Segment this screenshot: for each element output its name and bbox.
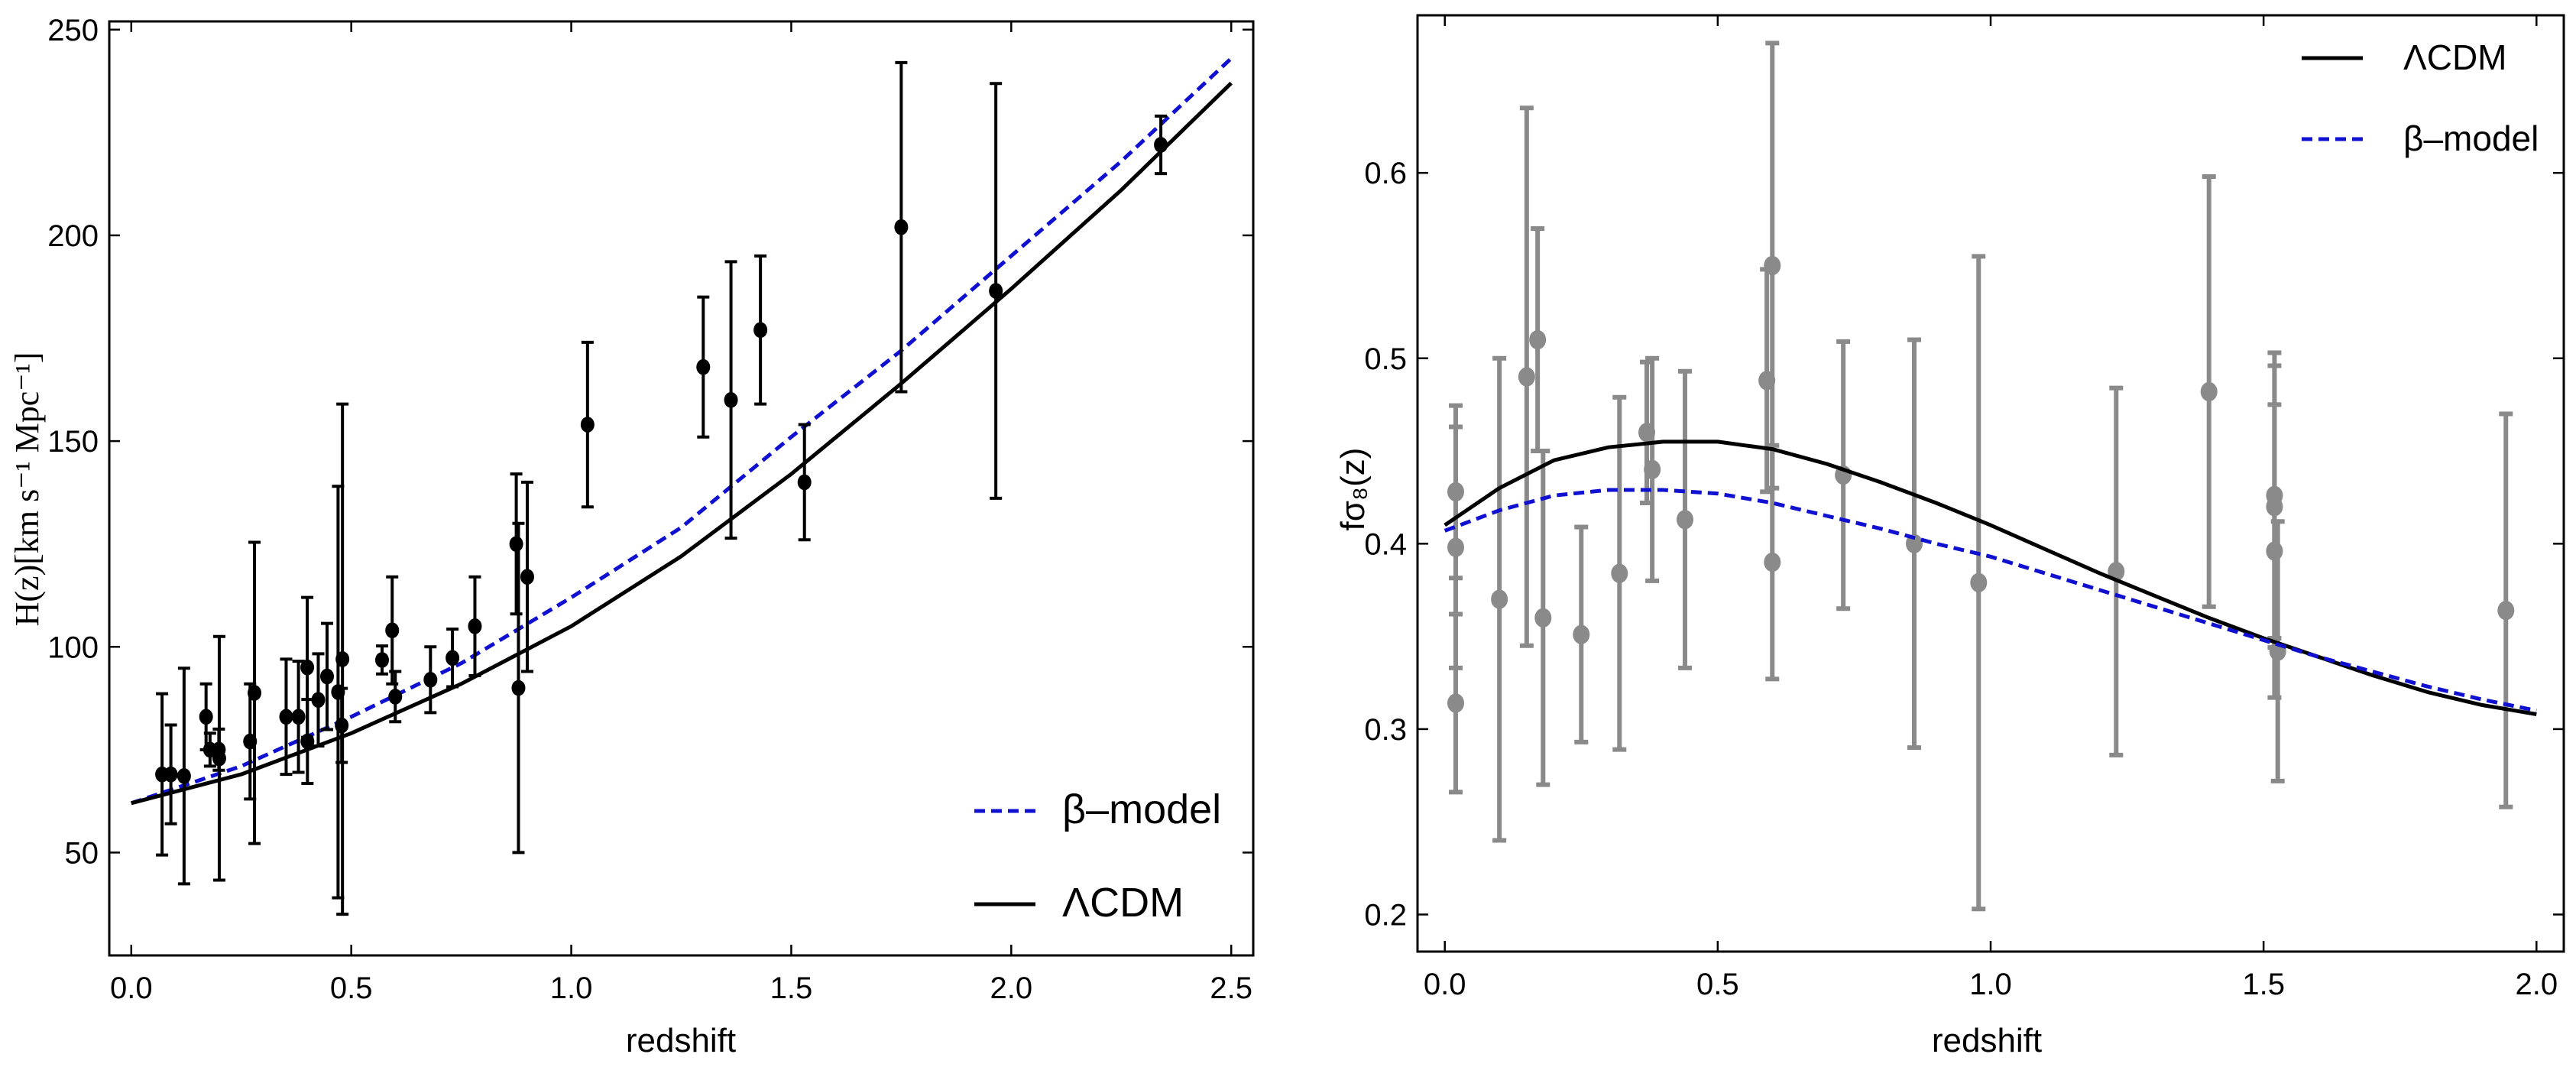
hz-data-point xyxy=(894,219,909,235)
hz-data-point xyxy=(696,358,711,375)
fsigma8-data-point xyxy=(1491,589,1508,609)
hz-data-point xyxy=(291,709,306,725)
fsigma8-data-point xyxy=(1529,329,1547,350)
fsigma8-data-point xyxy=(1518,367,1535,387)
hz-data-point xyxy=(511,679,526,696)
hz-data-point xyxy=(199,709,213,725)
hz-data-point xyxy=(300,733,315,750)
hz-data-point xyxy=(248,685,262,701)
fsigma8-data-point xyxy=(2497,601,2515,621)
fsigma8-y-tick-label: 0.2 xyxy=(1364,898,1407,932)
fsigma8-data-point xyxy=(2266,541,2283,561)
fsigma8-x-tick-label: 0.5 xyxy=(1696,968,1739,1001)
hz-data-point xyxy=(580,417,595,433)
fsigma8-y-tick-label: 0.4 xyxy=(1364,527,1407,561)
hz-data-points xyxy=(155,60,1168,916)
hz-x-tick-label: 0.0 xyxy=(110,971,153,1005)
fsigma8-data-point xyxy=(1573,624,1590,644)
hz-data-point xyxy=(724,391,738,408)
hz-data-point xyxy=(374,652,389,668)
fsigma8-y-tick-label: 0.6 xyxy=(1364,157,1407,190)
fsigma8-data-point xyxy=(1906,534,1923,553)
hz-y-tick-label: 100 xyxy=(47,631,99,664)
hz-data-point xyxy=(320,668,335,685)
hz-data-point xyxy=(388,689,403,705)
fsigma8-panel: 0.0 0.5 1.0 1.5 2.00.20.30.40.50.6 redshift … xyxy=(1334,14,2565,1059)
hz-data-point xyxy=(335,651,350,667)
hz-curve-beta-model xyxy=(131,57,1233,806)
fsigma8-y-tick-label: 0.3 xyxy=(1364,713,1407,747)
hz-legend-lcdm-label: ΛCDM xyxy=(1062,880,1184,926)
hz-data-point xyxy=(164,766,178,783)
hz-data-point xyxy=(520,569,534,585)
fsigma8-data-points xyxy=(1447,41,2515,912)
hz-ticks: 0.0 0.5 1.0 1.5 2.0 2.5 50 100 150 200 250 xyxy=(47,14,1253,1005)
hz-data-point xyxy=(423,671,438,688)
hz-data-point xyxy=(446,650,460,666)
hz-x-tick-label: 0.5 xyxy=(330,971,373,1005)
fsigma8-curve-lcdm xyxy=(1444,439,2537,716)
hz-data-point xyxy=(989,283,1003,299)
hz-data-point xyxy=(509,536,523,553)
hz-panel: 0.0 0.5 1.0 1.5 2.0 2.5 50 100 150 200 250 redshif… xyxy=(8,14,1255,1059)
fsigma8-data-point xyxy=(1534,608,1552,628)
fsigma8-x-tick-label: 2.0 xyxy=(2515,968,2558,1001)
hz-data-point xyxy=(279,709,293,725)
fsigma8-y-tick-label: 0.5 xyxy=(1364,342,1407,376)
fsigma8-data-point xyxy=(1764,552,1781,572)
hz-data-point xyxy=(177,767,191,784)
hz-y-tick-label: 50 xyxy=(65,836,99,870)
hz-legend-beta-label: β–model xyxy=(1062,786,1221,832)
hz-x-tick-label: 1.5 xyxy=(770,971,813,1005)
hz-data-point xyxy=(1154,137,1168,153)
hz-y-tick-label: 150 xyxy=(47,425,99,459)
fsigma8-legend: ΛCDM β–model xyxy=(2302,37,2539,158)
fsigma8-x-tick-label: 1.5 xyxy=(2242,968,2285,1001)
fsigma8-x-tick-label: 0.0 xyxy=(1424,968,1466,1001)
hz-data-point xyxy=(311,692,326,709)
hz-data-point xyxy=(753,322,768,339)
hz-legend: β–model ΛCDM xyxy=(974,786,1221,926)
fsigma8-data-point xyxy=(1611,563,1628,583)
fsigma8-data-point xyxy=(1677,510,1693,530)
fsigma8-data-point xyxy=(1447,537,1464,557)
fsigma8-data-point xyxy=(1447,693,1464,713)
hz-y-tick-label: 250 xyxy=(47,14,99,47)
hz-x-tick-label: 2.5 xyxy=(1210,971,1252,1005)
hz-data-point xyxy=(797,474,812,491)
fsigma8-x-axis-label: redshift xyxy=(1932,1022,2042,1059)
hz-plot-frame xyxy=(108,20,1255,957)
hz-y-tick-label: 200 xyxy=(47,219,99,253)
fsigma8-ticks: 0.0 0.5 1.0 1.5 2.0 0.2 0.3 0.4 0.5 0.6 xyxy=(1364,15,2564,1001)
hz-data-point xyxy=(212,750,226,767)
hz-x-tick-label: 2.0 xyxy=(990,971,1033,1005)
fsigma8-legend-beta-label: β–model xyxy=(2403,118,2539,158)
fsigma8-data-point xyxy=(1644,459,1661,479)
hz-data-point xyxy=(385,622,400,639)
fsigma8-legend-lcdm-label: ΛCDM xyxy=(2403,37,2506,77)
fsigma8-curve-beta-model xyxy=(1444,488,2537,713)
fsigma8-x-tick-label: 1.0 xyxy=(1969,968,2012,1001)
hz-data-point xyxy=(300,659,315,676)
hz-x-axis-label: redshift xyxy=(626,1022,736,1059)
hz-data-point xyxy=(468,618,482,634)
fsigma8-data-point xyxy=(2200,381,2218,402)
hz-y-axis-label: H(z)[km s⁻¹ Mpc⁻¹] xyxy=(8,352,46,627)
hz-x-tick-label: 1.0 xyxy=(550,971,593,1005)
fsigma8-data-point xyxy=(1970,572,1988,592)
fsigma8-y-axis-label: fσ₈(z) xyxy=(1334,448,1372,531)
fsigma8-data-point xyxy=(1764,255,1781,276)
fsigma8-curves xyxy=(1444,439,2537,716)
